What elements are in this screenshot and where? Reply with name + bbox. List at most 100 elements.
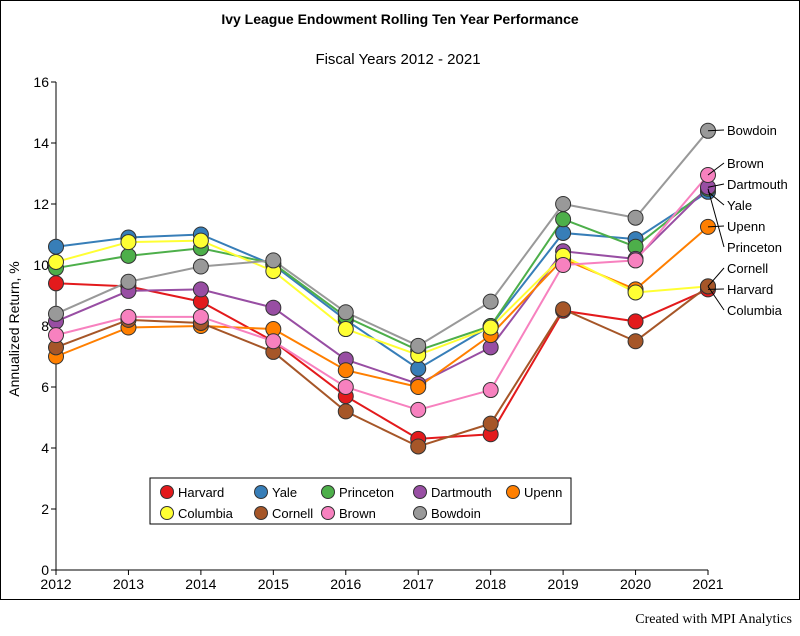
legend-label-upenn: Upenn <box>524 485 562 500</box>
legend-marker-harvard <box>160 485 174 499</box>
y-tick-label: 10 <box>33 257 49 273</box>
end-label-brown: Brown <box>727 156 764 171</box>
end-label-leader <box>707 183 725 188</box>
x-tick-label: 2020 <box>620 576 651 592</box>
series-line-brown <box>55 174 709 411</box>
axes: 0 2 4 6 8 10 12 14 16 2012 2013 2014 2015 2016 2017 201… <box>33 74 723 592</box>
data-point-columbia <box>120 234 137 251</box>
end-label-leader <box>707 286 725 311</box>
y-tick-label: 12 <box>33 196 49 212</box>
x-tick-label: 2015 <box>258 576 289 592</box>
legend-label-cornell: Cornell <box>272 506 313 521</box>
data-point-harvard <box>48 275 64 292</box>
end-label-leader <box>707 225 725 228</box>
data-point-brown <box>627 252 644 269</box>
data-point-brown <box>265 333 282 350</box>
x-tick-label: 2016 <box>330 576 361 592</box>
data-point-yale <box>555 224 572 241</box>
end-label-cornell: Cornell <box>727 261 768 276</box>
series-line-dartmouth <box>55 186 709 386</box>
legend-label-harvard: Harvard <box>178 485 224 500</box>
data-point-yale <box>410 360 427 377</box>
series-line-cornell <box>55 285 709 448</box>
end-label-harvard: Harvard <box>727 282 773 297</box>
data-point-princeton <box>555 211 572 228</box>
data-point-bowdoin <box>555 196 572 212</box>
data-point-bowdoin <box>410 337 427 354</box>
x-tick-label: 2012 <box>40 576 71 592</box>
end-label-bowdoin: Bowdoin <box>727 123 777 138</box>
legend-label-yale: Yale <box>272 485 297 500</box>
legend-label-columbia: Columbia <box>178 506 234 521</box>
legend-marker-dartmouth <box>413 485 427 499</box>
y-tick-label: 6 <box>41 379 49 395</box>
end-label-leader <box>707 162 725 176</box>
data-point-brown <box>48 327 64 344</box>
x-tick-label: 2017 <box>403 576 434 592</box>
data-point-upenn <box>337 362 354 379</box>
end-label-leader <box>707 188 725 248</box>
series-line-princeton <box>55 187 709 352</box>
data-point-cornell <box>410 438 427 455</box>
data-point-brown <box>555 257 572 273</box>
data-point-upenn <box>410 379 427 395</box>
data-point-bowdoin <box>337 304 354 321</box>
end-label-leader <box>707 129 725 132</box>
series-lines <box>55 130 709 448</box>
series-markers <box>48 122 716 455</box>
x-tick-label: 2014 <box>185 576 216 592</box>
legend-marker-yale <box>254 485 268 499</box>
data-point-columbia <box>482 319 499 336</box>
y-tick-label: 4 <box>41 440 49 456</box>
data-point-columbia <box>627 284 644 301</box>
data-point-cornell <box>482 415 499 432</box>
end-label-leader <box>707 191 725 206</box>
end-label-upenn: Upenn <box>727 219 765 234</box>
legend-marker-columbia <box>160 506 174 520</box>
chart-title: Ivy League Endowment Rolling Ten Year Pe… <box>221 11 579 27</box>
data-point-bowdoin <box>192 258 209 275</box>
data-point-brown <box>482 382 499 399</box>
x-tick-label: 2013 <box>113 576 144 592</box>
data-point-princeton <box>120 247 137 264</box>
y-tick-label: 0 <box>41 562 49 578</box>
data-point-columbia <box>48 253 64 270</box>
end-label-princeton: Princeton <box>727 240 782 255</box>
data-point-dartmouth <box>265 299 282 316</box>
legend-marker-bowdoin <box>413 506 427 520</box>
y-tick-label: 16 <box>33 74 49 90</box>
data-point-bowdoin <box>265 252 282 269</box>
legend-marker-cornell <box>254 506 268 520</box>
data-point-bowdoin <box>120 273 137 290</box>
data-point-brown <box>337 379 354 395</box>
legend-box <box>149 477 572 525</box>
legend-marker-princeton <box>321 485 335 499</box>
data-point-brown <box>120 308 137 325</box>
series-line-harvard <box>55 282 709 440</box>
end-label-yale: Yale <box>727 198 752 213</box>
y-tick-label: 2 <box>41 501 49 517</box>
y-tick-label: 8 <box>41 318 49 334</box>
legend-label-brown: Brown <box>339 506 376 521</box>
legend-label-princeton: Princeton <box>339 485 394 500</box>
y-tick-label: 14 <box>33 135 49 151</box>
end-label-leader <box>707 267 725 287</box>
data-point-brown <box>410 401 427 418</box>
data-point-cornell <box>627 333 644 350</box>
data-point-bowdoin <box>48 305 64 322</box>
data-point-brown <box>192 308 209 325</box>
data-point-bowdoin <box>627 209 644 226</box>
legend-marker-brown <box>321 506 335 520</box>
legend-label-bowdoin: Bowdoin <box>431 506 481 521</box>
legend-label-dartmouth: Dartmouth <box>431 485 492 500</box>
series-line-bowdoin <box>55 130 709 347</box>
y-axis-label: Annualized Return, % <box>6 261 22 396</box>
end-labels: Bowdoin Brown Dartmouth Yale Upenn Princeton C… <box>707 123 788 318</box>
x-tick-label: 2021 <box>692 576 723 592</box>
data-point-yale <box>48 238 64 255</box>
series-line-columbia <box>55 239 709 357</box>
data-point-cornell <box>337 403 354 420</box>
x-tick-label: 2019 <box>548 576 579 592</box>
legend-marker-upenn <box>506 485 520 499</box>
data-point-cornell <box>555 301 572 318</box>
